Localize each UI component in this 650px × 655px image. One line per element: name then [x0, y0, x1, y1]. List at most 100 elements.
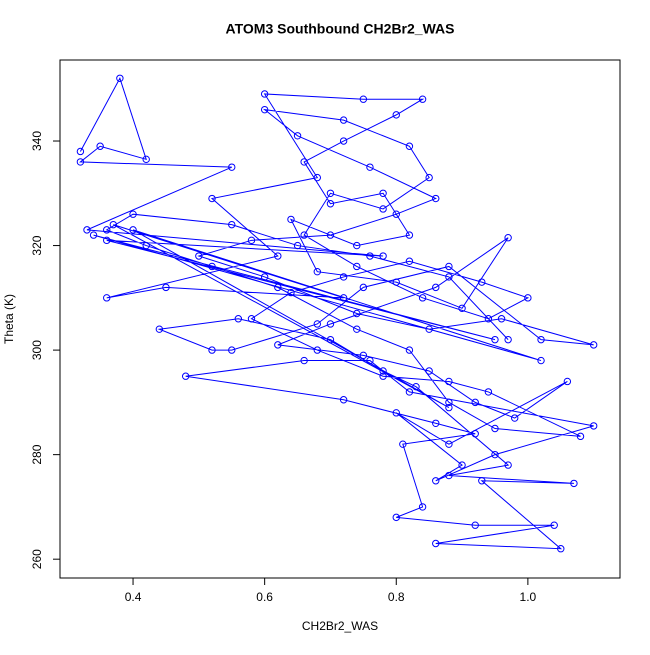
point — [228, 220, 236, 229]
point — [405, 142, 414, 150]
x-tick-label: 0.6 — [256, 590, 273, 604]
point — [339, 116, 348, 124]
point — [339, 137, 348, 145]
point — [484, 388, 493, 396]
point — [300, 158, 308, 166]
point — [432, 477, 440, 485]
point — [208, 346, 216, 354]
y-tick-label: 320 — [30, 235, 44, 255]
point — [445, 262, 453, 271]
point — [392, 210, 400, 218]
point — [392, 278, 400, 286]
x-tick-label: 1.0 — [520, 590, 537, 604]
point — [76, 147, 85, 156]
point — [129, 210, 137, 218]
point — [458, 461, 466, 469]
point — [366, 252, 374, 260]
point — [326, 200, 335, 208]
point — [228, 163, 236, 171]
point — [432, 419, 440, 427]
point — [353, 309, 361, 318]
point — [589, 341, 598, 349]
point — [247, 315, 256, 323]
point — [491, 335, 499, 344]
chart-title: ATOM3 Southbound CH2Br2_WAS — [226, 21, 455, 37]
plot-frame — [59, 59, 621, 579]
point — [260, 90, 269, 98]
point — [557, 545, 565, 553]
point — [142, 241, 150, 250]
point — [326, 231, 335, 239]
point — [504, 234, 512, 242]
point — [162, 283, 170, 292]
point — [359, 95, 368, 103]
point — [432, 283, 440, 292]
point — [300, 231, 308, 239]
point — [471, 521, 479, 529]
point — [103, 236, 111, 245]
point — [89, 231, 98, 239]
x-tick-label: 0.8 — [388, 590, 405, 604]
point — [247, 236, 256, 245]
point — [379, 189, 387, 197]
point — [208, 194, 216, 203]
point — [366, 356, 374, 365]
x-axis-label: CH2Br2_WAS — [302, 619, 378, 633]
point — [103, 294, 111, 302]
point — [353, 325, 361, 333]
point — [445, 440, 453, 448]
point — [504, 335, 512, 344]
point — [425, 367, 433, 375]
point — [116, 74, 124, 82]
point — [405, 231, 414, 239]
point — [109, 220, 118, 229]
point — [392, 111, 400, 119]
point — [478, 278, 486, 286]
point — [353, 262, 361, 271]
point — [260, 273, 269, 281]
point — [570, 479, 578, 488]
point — [339, 396, 348, 404]
point — [313, 173, 321, 182]
point — [458, 304, 466, 312]
point — [576, 432, 585, 441]
point — [418, 95, 427, 103]
point — [445, 398, 453, 407]
point — [412, 382, 420, 391]
point — [432, 539, 440, 548]
point — [208, 262, 216, 271]
point — [76, 158, 85, 166]
point — [234, 315, 243, 323]
point — [471, 430, 479, 438]
y-tick-label: 340 — [30, 131, 44, 151]
point — [537, 356, 545, 365]
point — [326, 335, 335, 344]
point — [228, 346, 236, 354]
point — [405, 388, 414, 396]
point — [537, 335, 545, 344]
point — [478, 477, 486, 485]
y-tick-label: 300 — [30, 340, 44, 360]
point — [274, 252, 282, 260]
point — [379, 367, 387, 375]
series-line — [79, 77, 594, 550]
point — [491, 450, 499, 459]
point — [445, 403, 453, 412]
point — [511, 414, 519, 422]
point — [379, 252, 387, 260]
point — [326, 189, 335, 197]
point — [445, 377, 453, 386]
point — [142, 155, 150, 164]
point — [260, 105, 269, 114]
point — [497, 315, 506, 323]
point — [392, 409, 400, 417]
point — [181, 372, 190, 380]
point — [287, 288, 295, 297]
point — [339, 273, 348, 281]
point — [300, 356, 308, 365]
point — [339, 294, 348, 302]
point — [589, 422, 598, 430]
point — [287, 215, 295, 224]
